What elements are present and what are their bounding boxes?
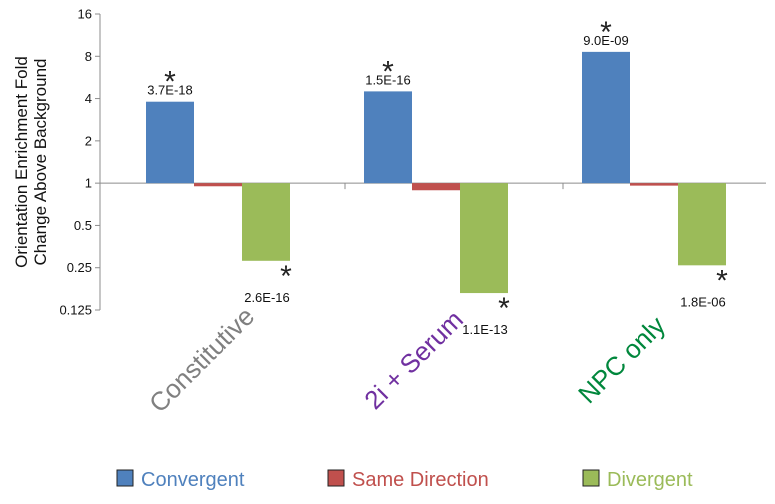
category-label: NPC only (572, 310, 671, 409)
y-axis-title: Orientation Enrichment Fold (12, 56, 31, 268)
bar-convergent (582, 51, 630, 184)
bar-convergent (364, 91, 412, 184)
p-value-label: 1.8E-06 (680, 294, 726, 309)
bar-same-direction (412, 183, 460, 191)
bar-same-direction (630, 183, 678, 186)
legend: Convergent Same Direction Divergent (116, 469, 693, 491)
annotations: *3.7E-18*2.6E-16*1.5E-16*1.1E-13*9.0E-09… (143, 16, 728, 418)
legend-label: Convergent (141, 469, 245, 491)
significance-star: * (716, 264, 728, 297)
bar-divergent (678, 183, 726, 266)
y-tick-label: 4 (85, 91, 92, 106)
significance-star: * (382, 55, 394, 88)
legend-swatch-divergent (582, 469, 600, 487)
y-axis-title: Change Above Background (31, 59, 50, 266)
legend-label: Same Direction (352, 469, 489, 491)
y-tick-label: 16 (78, 7, 92, 22)
p-value-label: 2.6E-16 (244, 290, 290, 305)
p-value-label: 3.7E-18 (147, 83, 193, 98)
significance-star: * (600, 16, 612, 49)
p-value-label: 1.1E-13 (462, 322, 508, 337)
p-value-label: 9.0E-09 (583, 33, 629, 48)
significance-star: * (498, 292, 510, 325)
p-value-label: 1.5E-16 (365, 72, 411, 87)
significance-star: * (280, 260, 292, 293)
category-label: 2i + Serum (358, 304, 469, 415)
y-tick-label: 1 (85, 176, 92, 191)
bar-convergent (146, 101, 194, 184)
y-tick-label: 0.25 (67, 260, 92, 275)
y-tick-label: 0.125 (59, 303, 92, 318)
legend-swatch-same-direction (327, 469, 345, 487)
y-tick-label: 0.5 (74, 218, 92, 233)
legend-swatch-convergent (116, 469, 134, 487)
significance-star: * (164, 66, 176, 99)
bar-divergent (460, 183, 508, 294)
legend-label: Divergent (607, 469, 693, 491)
bars (146, 51, 726, 294)
y-tick-label: 2 (85, 133, 92, 148)
bar-divergent (242, 183, 290, 261)
y-tick-label: 8 (85, 49, 92, 64)
bar-same-direction (194, 183, 242, 187)
category-label: Constitutive (143, 301, 260, 418)
